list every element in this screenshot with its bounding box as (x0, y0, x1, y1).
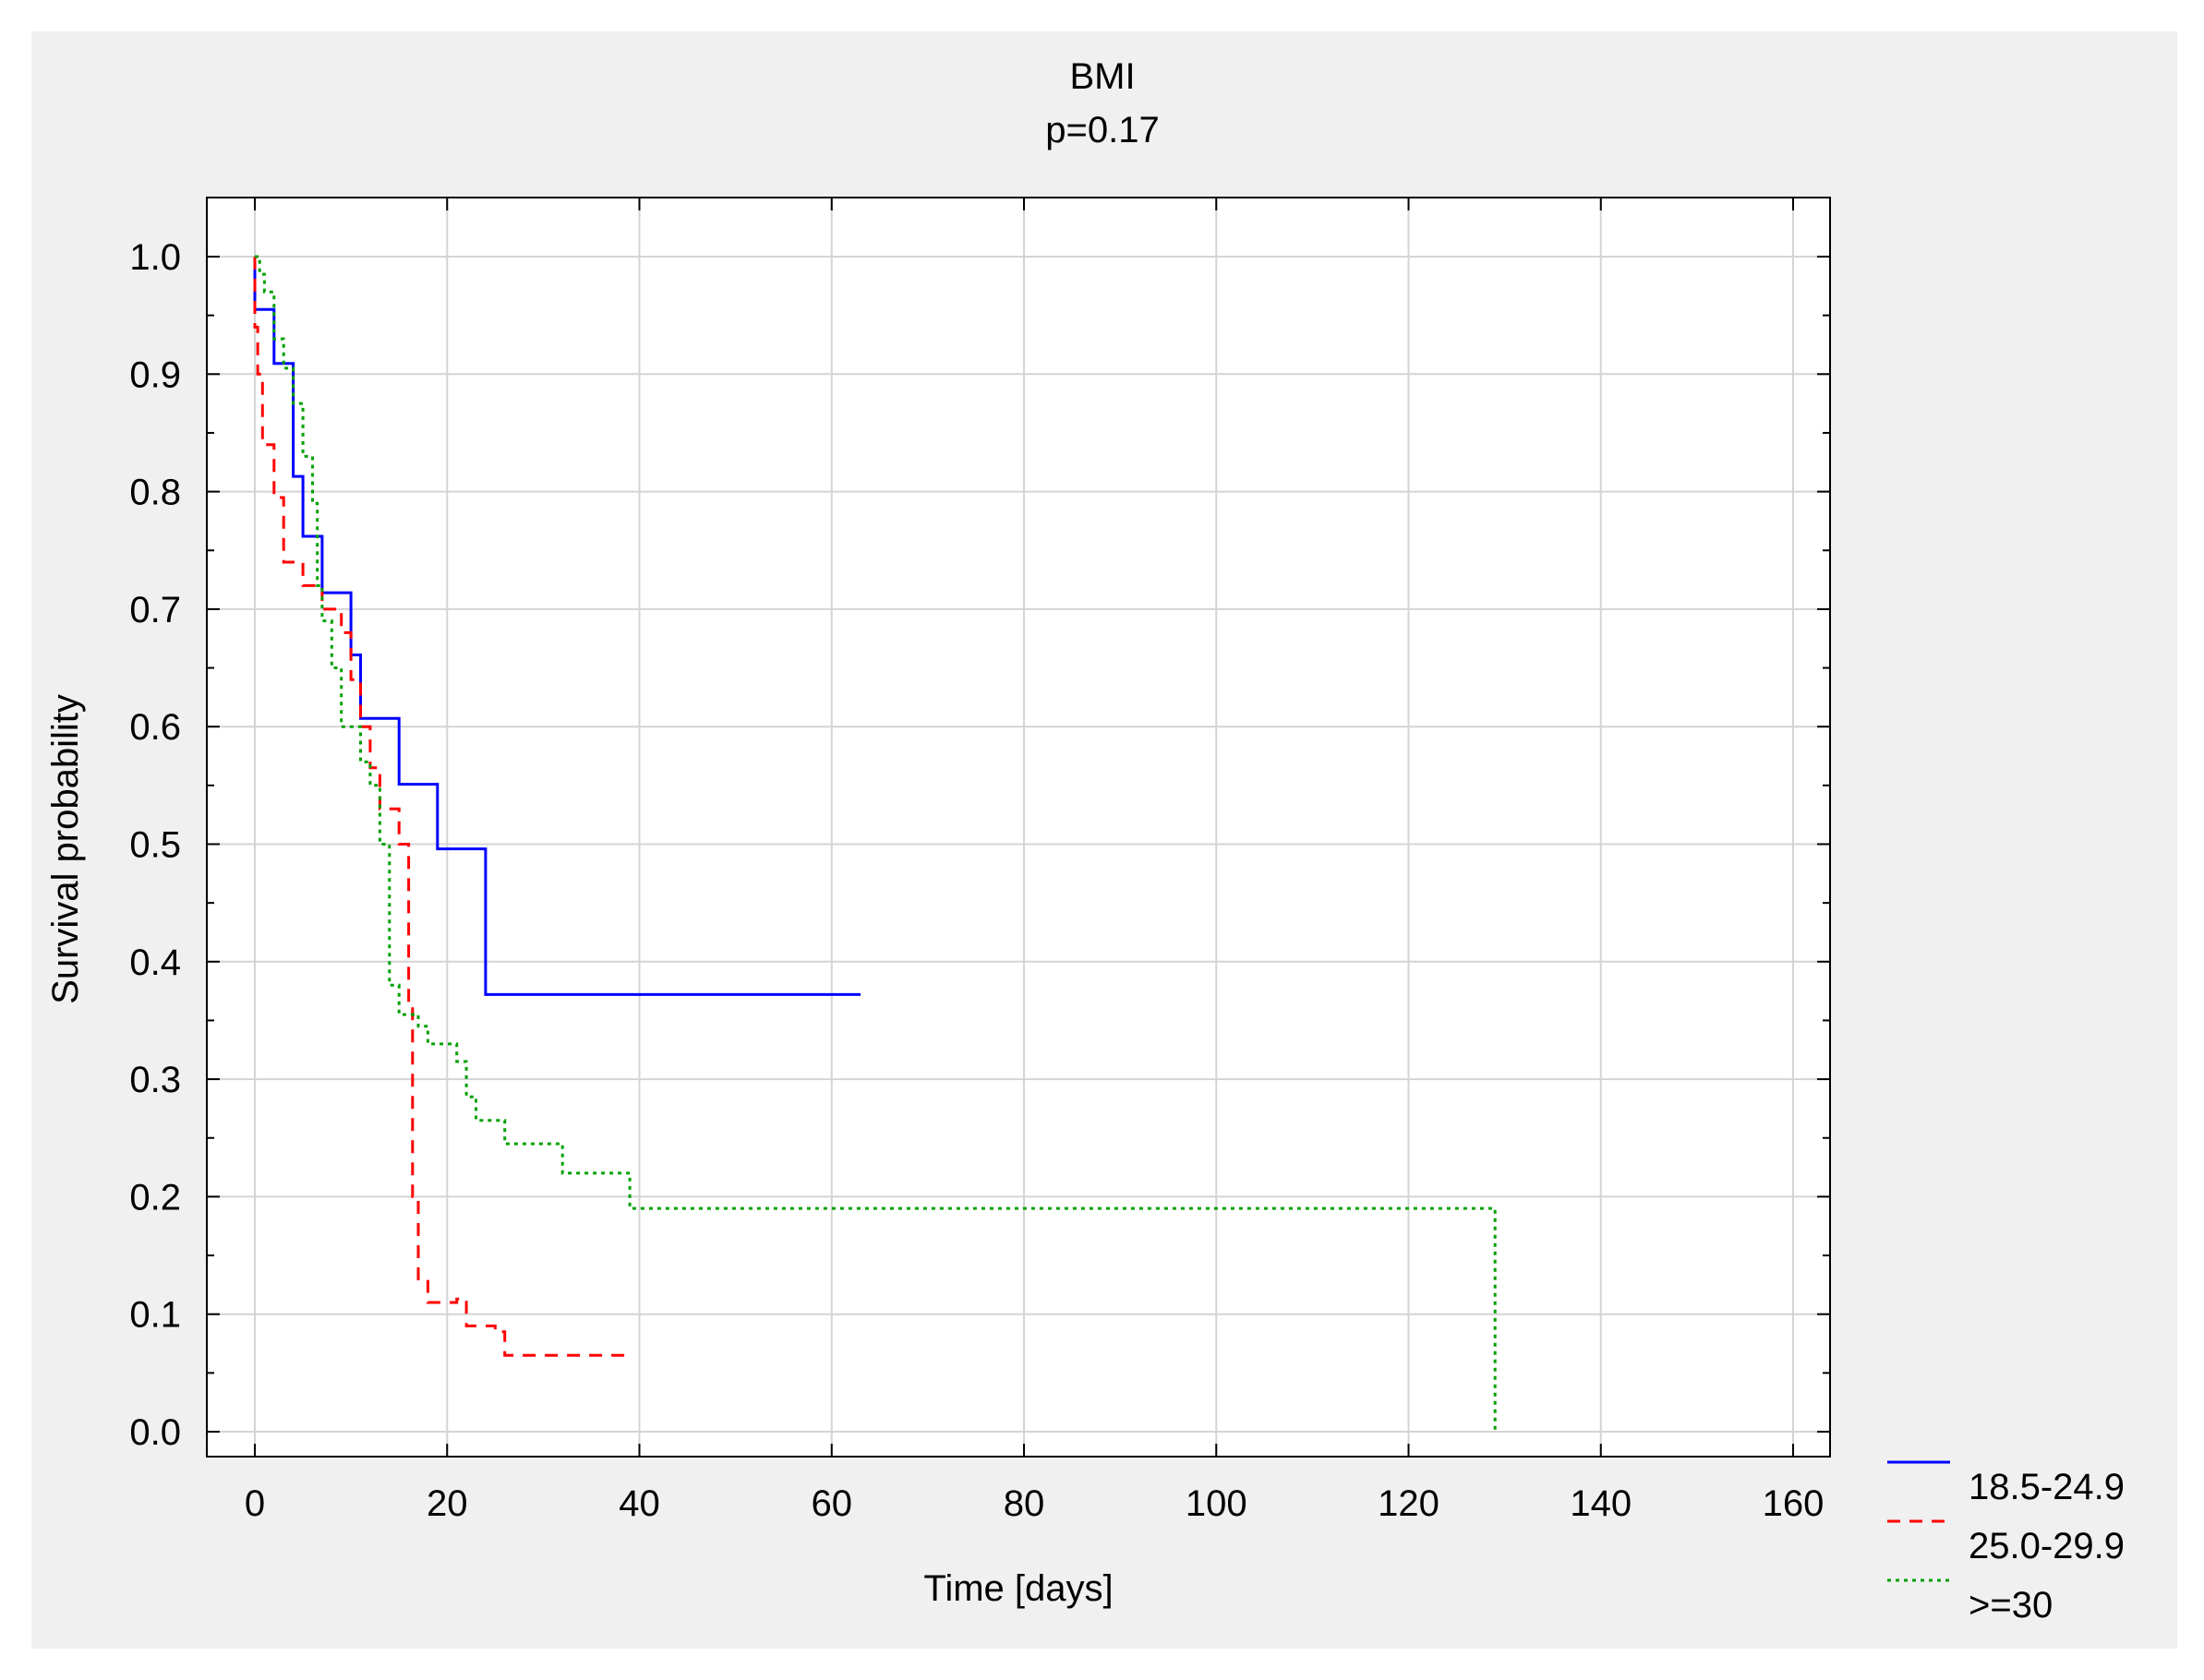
x-tick-label: 100 (1186, 1483, 1247, 1524)
y-tick-label: 0.5 (129, 825, 181, 866)
legend-label: >=30 (1969, 1585, 2053, 1626)
series-line-1 (253, 257, 861, 996)
legend: 18.5-24.9 25.0-29.9 >=30 (1887, 1460, 2125, 1626)
y-tick-label: 0.7 (129, 590, 181, 630)
x-tick-label: 80 (1004, 1483, 1045, 1524)
x-tick-label: 60 (812, 1483, 853, 1524)
x-tick-label: 0 (245, 1483, 265, 1524)
legend-label: 18.5-24.9 (1969, 1467, 2125, 1507)
y-tick-label: 0.2 (129, 1177, 181, 1218)
x-tick-label: 20 (427, 1483, 468, 1524)
x-tick-label: 160 (1763, 1483, 1825, 1524)
x-tick-labels: 0 20 40 60 80 100 120 140 160 (245, 1483, 1825, 1524)
y-tick-label: 0.9 (129, 354, 181, 395)
y-tick-label: 0.3 (129, 1060, 181, 1100)
chart-frame: BMI p=0.17 0 20 40 60 80 100 120 140 160 0.0 0.1 0… (31, 31, 2177, 1649)
y-tick-label: 0.1 (129, 1295, 181, 1336)
legend-label: 25.0-29.9 (1969, 1526, 2125, 1566)
grid-lines (207, 198, 1830, 1457)
axis-ticks (207, 198, 1830, 1457)
y-axis-label: Survival probability (45, 694, 86, 1004)
chart-subtitle: p=0.17 (1045, 110, 1159, 150)
y-tick-label: 0.0 (129, 1412, 181, 1453)
plot-area (206, 197, 1831, 1458)
x-tick-label: 120 (1378, 1483, 1439, 1524)
x-tick-label: 140 (1570, 1483, 1632, 1524)
x-axis-label: Time [days] (923, 1568, 1113, 1609)
chart-title: BMI (1069, 56, 1135, 97)
series-lines (253, 255, 1497, 1432)
y-tick-label: 0.8 (129, 473, 181, 513)
km-survival-chart: BMI p=0.17 0 20 40 60 80 100 120 140 160 0.00.10… (45, 56, 2125, 1626)
x-tick-label: 40 (619, 1483, 660, 1524)
y-tick-label: 0.6 (129, 707, 181, 748)
y-tick-labels: 0.0 0.1 0.2 0.3 0.4 0.5 0.6 0.7 0.8 0.9 1.0 (129, 237, 181, 1453)
y-tick-label: 0.4 (129, 942, 181, 983)
series-line-3 (255, 255, 1497, 1432)
y-tick-label: 1.0 (129, 237, 181, 278)
